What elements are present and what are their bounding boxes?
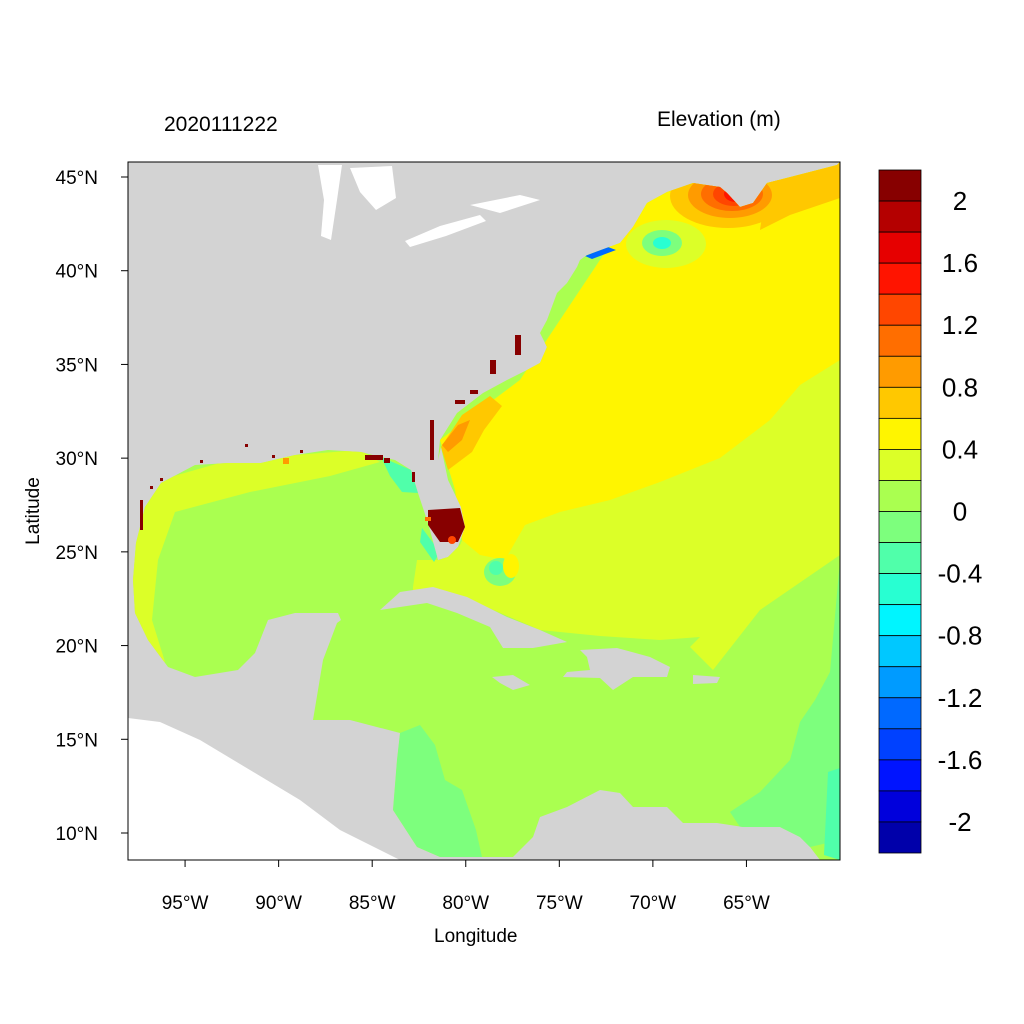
colorbar-swatch <box>878 635 922 668</box>
x-tick-label: 70°W <box>630 893 677 914</box>
colorbar-swatch <box>878 790 922 823</box>
colorbar-swatch <box>878 169 922 202</box>
colorbar-swatch <box>878 573 922 606</box>
y-tick-label: 10°N <box>56 824 98 845</box>
colorbar-swatch <box>878 324 922 357</box>
colorbar-label: 1.6 <box>942 248 978 278</box>
colorbar-label: 0.8 <box>942 372 978 402</box>
y-tick-label: 20°N <box>56 637 98 658</box>
colorbar-label: 2 <box>953 186 967 216</box>
colorbar-label: 0.4 <box>942 434 978 464</box>
x-tick-label: 80°W <box>442 893 489 914</box>
cuba <box>380 587 567 648</box>
colorbar-label: -1.6 <box>938 745 983 775</box>
map-timestamp-title: 2020111222 <box>164 113 278 136</box>
colorbar-swatch <box>878 480 922 512</box>
y-tick-label: 45°N <box>56 168 98 189</box>
x-tick-label: 65°W <box>723 893 770 914</box>
colorbar-swatch <box>878 604 922 637</box>
colorbar-swatch <box>878 386 922 419</box>
x-tick-label: 85°W <box>349 893 396 914</box>
variable-title: Elevation (m) <box>657 108 781 131</box>
colorbar-swatch <box>878 666 922 699</box>
puerto-rico <box>693 675 720 684</box>
x-tick-label: 90°W <box>255 893 302 914</box>
colorbar-label: -1.2 <box>938 683 983 713</box>
colorbar-swatch <box>878 697 922 730</box>
colorbar-label: -2 <box>948 807 971 837</box>
coastal-flooding-dots <box>140 335 521 530</box>
islands <box>380 587 720 690</box>
great-lakes <box>318 165 540 247</box>
colorbar-swatch <box>878 231 922 264</box>
plot-frame <box>127 161 841 861</box>
jamaica <box>492 675 530 690</box>
y-tick-label: 35°N <box>56 355 98 376</box>
colorbar-swatch <box>878 449 922 481</box>
colorbar-swatch <box>878 355 922 388</box>
florida-surge-region <box>428 508 465 542</box>
colorbar-label: -0.8 <box>938 621 983 651</box>
hispaniola <box>563 648 670 690</box>
x-axis-label: Longitude <box>434 926 518 947</box>
colorbar-swatch <box>878 200 922 233</box>
colorbar-swatch <box>878 417 922 450</box>
colorbar-swatch <box>878 262 922 295</box>
map-plot-area <box>128 162 840 860</box>
y-tick-label: 15°N <box>56 730 98 751</box>
colorbar: 2 1.6 1.2 0.8 0.4 0 -0.4 -0.8 -1.2 -1.6 -2 <box>878 169 983 854</box>
colorbar-swatch <box>878 728 922 761</box>
y-tick-label: 30°N <box>56 449 98 470</box>
colorbar-swatch <box>878 759 922 792</box>
colorbar-swatch <box>878 542 922 574</box>
pacific-nodata-region <box>128 718 400 860</box>
x-axis-ticks: 95°W 90°W 85°W 80°W 75°W 70°W 65°W <box>162 860 770 914</box>
colorbar-swatch <box>878 821 922 854</box>
y-tick-label: 40°N <box>56 262 98 283</box>
x-tick-label: 75°W <box>536 893 583 914</box>
x-tick-label: 95°W <box>162 893 209 914</box>
colorbar-swatch <box>878 511 922 543</box>
y-axis-ticks: 45°N 40°N 35°N 30°N 25°N 20°N 15°N 10°N <box>56 168 128 845</box>
colorbar-swatch <box>878 293 922 326</box>
y-tick-label: 25°N <box>56 543 98 564</box>
colorbar-label: -0.4 <box>938 559 983 589</box>
colorbar-label: 0 <box>953 497 967 527</box>
colorbar-label: 1.2 <box>942 310 978 340</box>
